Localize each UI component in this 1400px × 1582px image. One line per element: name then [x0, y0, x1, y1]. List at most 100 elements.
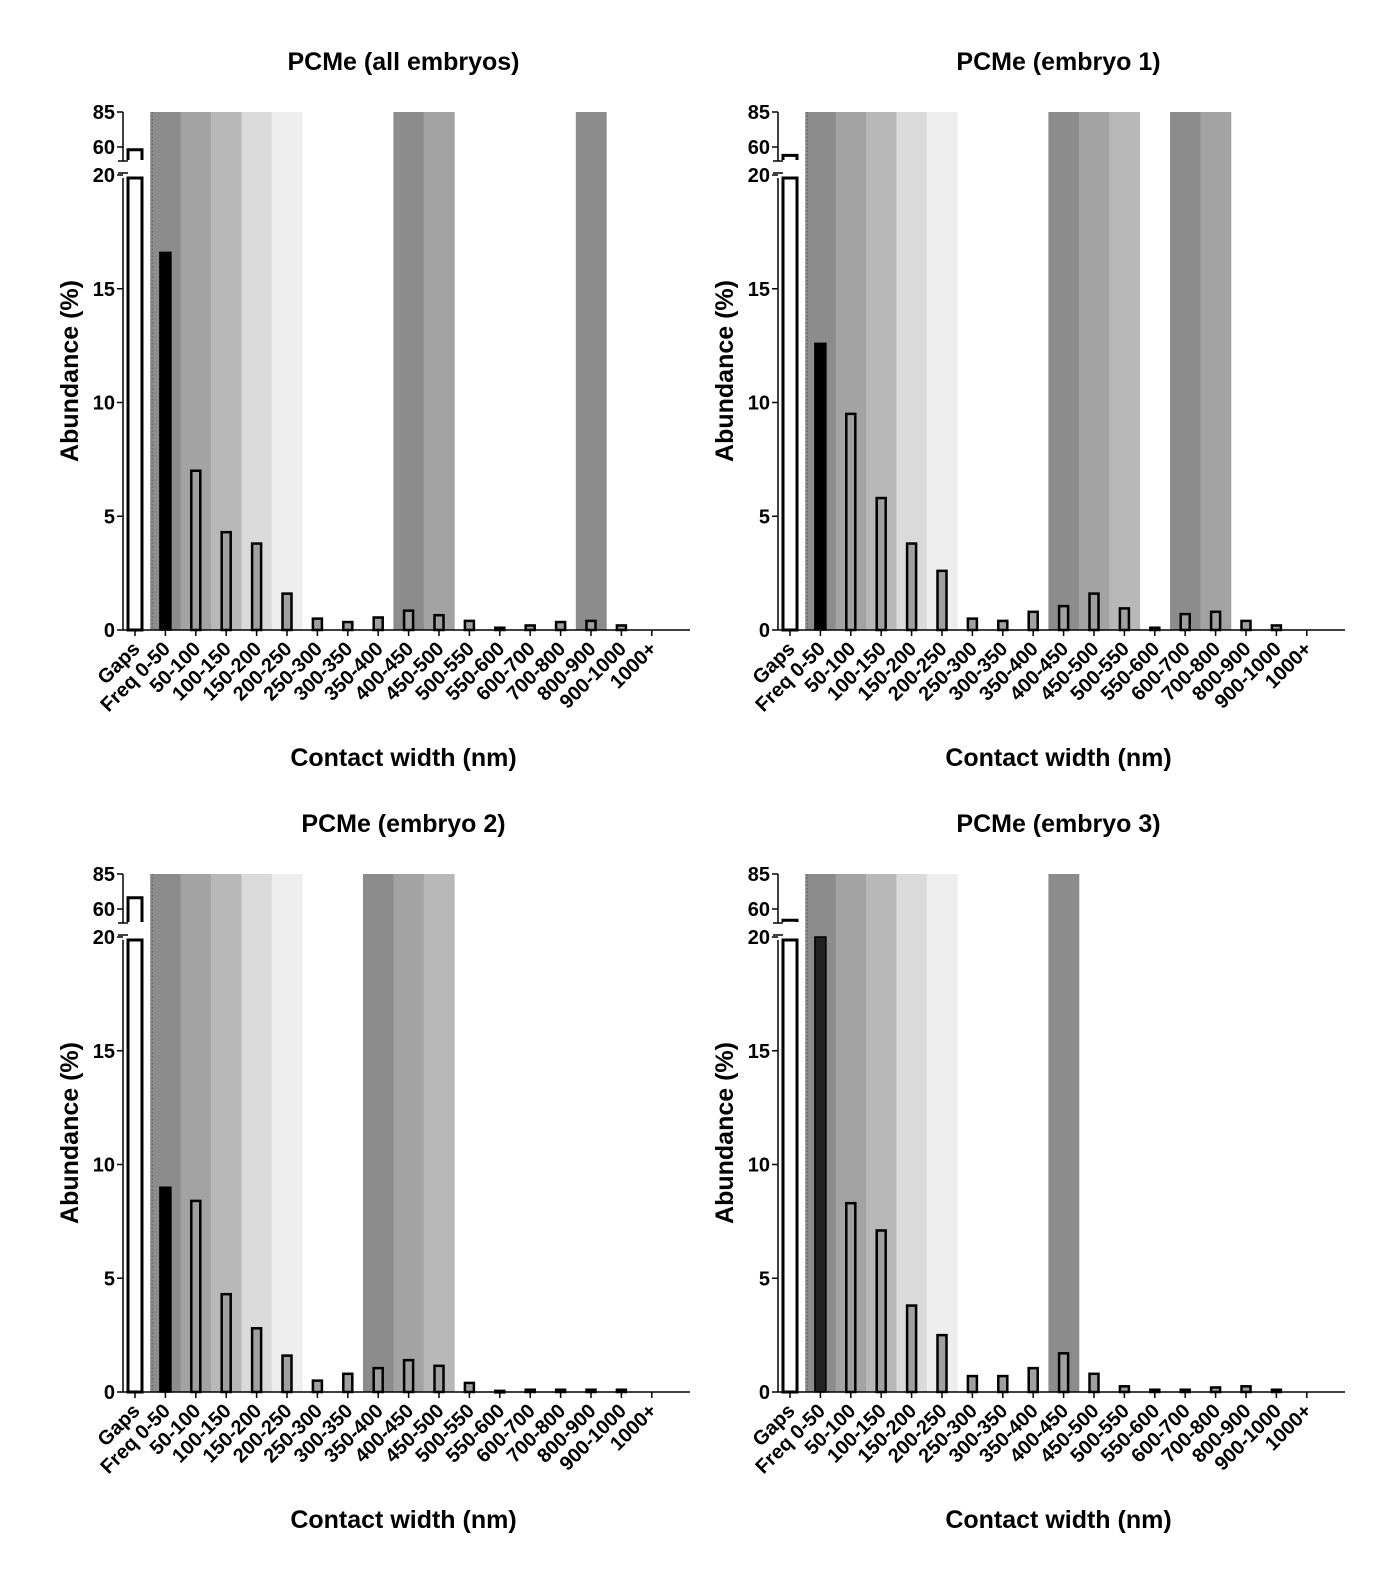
bar: [814, 936, 827, 1393]
y-tick-label: 15: [748, 1041, 770, 1063]
y-tick-label: 15: [748, 279, 770, 301]
shaded-band: [926, 874, 958, 1392]
shaded-band: [575, 112, 607, 630]
y-tick-label: 20: [93, 927, 115, 949]
bar: [781, 938, 799, 1394]
y-axis-title: Abundance (%): [711, 280, 739, 462]
y-tick-label: 5: [104, 506, 115, 528]
bar: [1088, 1372, 1100, 1394]
bar: [585, 619, 597, 632]
bar: [1118, 607, 1131, 632]
bar: [966, 1374, 979, 1394]
bar: [190, 1199, 202, 1394]
y-tick-label: 0: [759, 1382, 770, 1404]
bar: [875, 496, 887, 632]
bar: [997, 1374, 1009, 1394]
bar: [463, 619, 476, 632]
y-tick-label: 10: [93, 393, 115, 415]
shaded-band: [423, 874, 455, 1392]
bar-upper-segment: [126, 148, 144, 160]
bar: [311, 1379, 324, 1394]
y-tick-label: 15: [93, 1041, 115, 1063]
bar: [1088, 592, 1100, 632]
y-tick-label: 5: [759, 506, 770, 528]
bar: [781, 176, 799, 632]
bar: [433, 1364, 445, 1394]
shaded-band: [271, 874, 303, 1392]
y-tick-label: 0: [759, 620, 770, 642]
y-tick-label: 85: [93, 102, 115, 124]
bar: [966, 617, 979, 632]
y-tick-label: 10: [748, 1155, 770, 1177]
y-tick-label: 10: [93, 1155, 115, 1177]
y-tick-label: 20: [748, 165, 770, 187]
bar: [1027, 610, 1039, 632]
y-tick-label: 0: [104, 1382, 115, 1404]
y-tick-label: 20: [748, 927, 770, 949]
bar: [433, 613, 445, 632]
chart-title: PCMe (embryo 3): [956, 810, 1160, 838]
bar: [905, 542, 918, 632]
bar: [281, 1354, 293, 1394]
y-axis-title: Abundance (%): [56, 280, 84, 462]
y-tick-label: 15: [93, 279, 115, 301]
y-tick-label: 60: [748, 899, 770, 921]
bar: [936, 569, 948, 632]
shaded-band: [1078, 112, 1110, 630]
shaded-band: [271, 112, 303, 630]
bar: [372, 1366, 384, 1394]
y-tick-label: 60: [93, 137, 115, 159]
bar: [997, 619, 1009, 632]
bar: [372, 616, 384, 632]
x-axis-title: Contact width (nm): [290, 1506, 516, 1534]
y-tick-label: 10: [748, 393, 770, 415]
shaded-band: [363, 874, 394, 1392]
bar: [159, 1186, 172, 1393]
bar: [1240, 619, 1252, 632]
shaded-band: [393, 874, 425, 1392]
bar: [281, 592, 293, 632]
y-tick-label: 85: [748, 102, 770, 124]
chart-title: PCMe (all embryos): [287, 48, 519, 76]
bar: [126, 938, 144, 1394]
bar: [936, 1333, 948, 1394]
bar: [1179, 612, 1191, 632]
shaded-band: [1109, 112, 1141, 630]
y-tick-label: 0: [104, 620, 115, 642]
bar: [220, 530, 232, 632]
bar-upper-segment: [781, 918, 799, 922]
bar: [159, 251, 172, 631]
bar: [1027, 1366, 1039, 1394]
bar: [875, 1229, 887, 1394]
bar: [814, 342, 827, 631]
shaded-band: [423, 112, 455, 630]
x-axis-title: Contact width (nm): [290, 744, 516, 772]
bar: [402, 609, 415, 632]
shaded-band: [1200, 112, 1232, 630]
shaded-band: [393, 112, 425, 630]
chart-title: PCMe (embryo 1): [956, 48, 1160, 76]
bar: [250, 542, 263, 632]
bar: [1057, 1352, 1070, 1394]
shaded-band: [1048, 112, 1080, 630]
y-tick-label: 20: [93, 165, 115, 187]
bar: [1118, 1385, 1131, 1394]
bar: [311, 617, 324, 632]
bar-upper-segment: [781, 153, 799, 160]
bar: [126, 176, 144, 632]
bar: [190, 469, 202, 632]
bars: [781, 918, 1283, 1394]
bar: [342, 620, 354, 632]
shaded-band: [1170, 112, 1201, 630]
bar: [905, 1304, 918, 1394]
bar: [220, 1292, 232, 1394]
bar: [463, 1381, 476, 1394]
bars: [126, 148, 628, 632]
bar: [250, 1327, 263, 1394]
chart-title: PCMe (embryo 2): [301, 810, 505, 838]
